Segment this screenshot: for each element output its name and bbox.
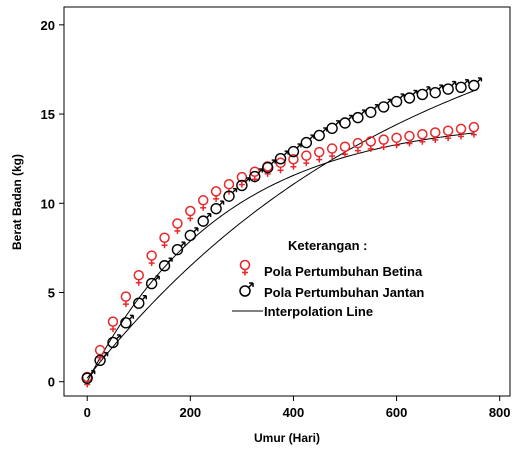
legend-label-line: Interpolation Line [264,304,373,319]
y-tick-label: 0 [48,375,55,390]
data-point-jantan [352,109,367,124]
x-axis: 0 200 400 600 800 [84,396,511,420]
data-point-betina [365,136,377,152]
y-tick-label: 10 [41,196,55,211]
male-symbol-icon [239,282,254,297]
y-tick-label: 15 [41,107,55,122]
data-point-betina [339,141,351,158]
data-point-betina [313,146,325,163]
data-point-jantan [455,79,470,94]
legend-title: Keterangan : [288,238,367,253]
legend-label-jantan: Pola Pertumbuhan Jantan [264,285,424,300]
data-point-betina [120,291,132,308]
data-point-betina [442,125,454,142]
data-point-betina [378,134,389,151]
data-point-betina [404,130,415,147]
data-point-jantan [339,114,354,129]
y-tick-label: 20 [41,18,55,33]
data-point-jantan [274,150,289,165]
data-point-betina [197,195,209,211]
data-point-jantan [223,187,238,202]
data-point-jantan [365,104,379,118]
x-axis-title: Umur (Hari) [254,431,320,445]
legend-item-jantan: Pola Pertumbuhan Jantan [239,282,424,300]
y-axis: 0 5 10 15 20 [41,18,64,390]
data-point-betina [275,157,286,174]
x-tick-label: 800 [489,405,511,420]
x-tick-label: 200 [179,405,201,420]
data-point-betina [301,150,312,167]
data-point-jantan [236,177,251,192]
y-axis-title: Berat Badan (kg) [10,154,24,250]
legend-item-betina: Pola Pertumbuhan Betina [239,259,423,279]
data-point-jantan [133,295,147,309]
data-point-jantan [377,98,392,113]
data-point-betina [146,250,157,267]
data-point-jantan [197,212,212,227]
x-tick-label: 600 [386,405,408,420]
legend: Keterangan : Pola Pertumbuhan Betina Pol… [232,238,424,319]
data-point-betina [468,121,480,138]
data-point-jantan [300,134,315,149]
data-point-jantan [429,84,444,99]
data-point-betina [210,186,222,202]
data-points [81,77,483,388]
data-point-betina [455,123,467,140]
interpolation-line-1 [86,90,475,379]
data-point-jantan [468,77,483,92]
female-symbol-icon [239,259,251,276]
data-point-jantan [171,241,186,256]
data-point-betina [133,269,145,286]
y-tick-label: 5 [48,286,55,301]
data-point-betina [236,171,248,188]
data-point-betina [352,137,364,154]
data-point-betina [429,127,441,143]
data-point-jantan [145,275,160,290]
data-point-betina [185,205,196,222]
x-tick-label: 0 [84,405,91,420]
data-point-jantan [416,86,431,101]
data-point-betina [391,132,402,149]
data-point-jantan [442,80,457,95]
data-point-jantan [210,200,225,215]
data-point-jantan [107,334,122,349]
data-point-jantan [158,257,173,272]
data-point-jantan [249,168,263,183]
data-point-betina [288,153,299,170]
data-point-jantan [81,369,96,384]
data-point-jantan [313,127,328,142]
data-point-jantan [287,143,302,158]
data-point-jantan [261,159,276,174]
data-point-betina [159,232,170,249]
data-point-jantan [184,227,199,242]
legend-item-line: Interpolation Line [232,304,373,319]
data-point-jantan [94,352,109,367]
data-point-jantan [120,314,135,329]
data-point-betina [417,129,428,145]
data-point-betina [107,316,119,333]
data-point-betina [326,143,338,160]
data-point-jantan [326,120,341,135]
plot-frame [63,6,511,397]
interpolation-lines [86,90,475,382]
x-tick-label: 400 [283,405,305,420]
data-point-jantan [390,93,405,108]
data-point-betina [172,218,183,234]
legend-label-betina: Pola Pertumbuhan Betina [264,264,423,279]
data-point-jantan [403,89,418,104]
